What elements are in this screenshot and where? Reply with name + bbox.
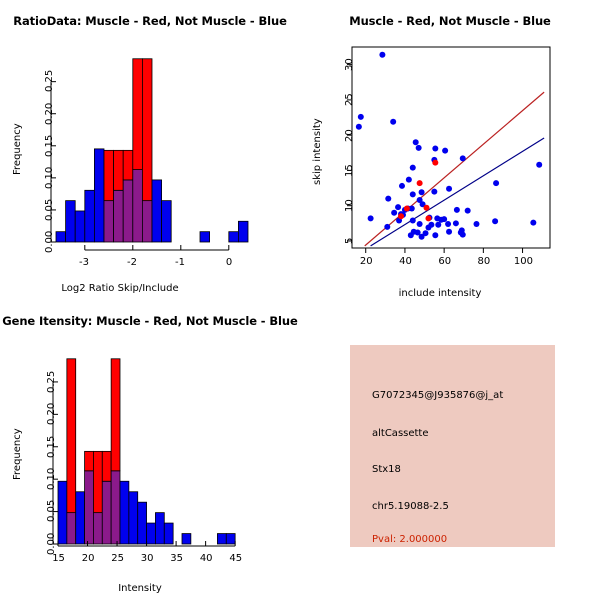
ratio-histogram-bars [55, 58, 249, 243]
tick-label: 0.20 [44, 102, 55, 125]
info-box [350, 345, 555, 547]
info-probe-id: G7072345@J935876@j_at [372, 390, 504, 401]
scatter-points [355, 51, 543, 240]
tick-label: -1 [175, 257, 185, 268]
ratio-histogram-axes [50, 81, 230, 251]
scatter-svg [347, 46, 551, 253]
ratio-histogram-title: RatioData: Muscle - Red, Not Muscle - Bl… [13, 14, 287, 28]
tick-label: 0.05 [44, 198, 55, 221]
tick-label: 0 [225, 257, 233, 268]
tick-label: 0.10 [46, 467, 57, 490]
tick-label: 40 [199, 553, 213, 564]
info-event-type: altCassette [372, 428, 429, 439]
tick-label: 0.10 [44, 166, 55, 189]
tick-label: 25 [344, 93, 355, 107]
tick-label: 0.25 [46, 370, 57, 393]
tick-label: 0.00 [46, 532, 57, 555]
tick-label: 0.25 [44, 70, 55, 93]
info-locus: chr5.19088-2.5 [372, 501, 449, 512]
scatter-frame [351, 46, 551, 249]
tick-label: 60 [438, 256, 452, 267]
scatter-xlabel: include intensity [398, 288, 482, 299]
gene-histogram-axes [52, 381, 236, 547]
gene-histogram-panel: Gene Itensity: Muscle - Red, Not Muscle … [0, 300, 300, 600]
gene-histogram-bars [57, 358, 236, 545]
scatter-ylabel: skip intensity [312, 118, 323, 185]
tick-label: 15 [344, 164, 355, 177]
ratio-histogram-xlabel: Log2 Ratio Skip/Include [61, 283, 179, 294]
tick-label: 25 [111, 553, 124, 564]
scatter-fit-lines [364, 91, 545, 247]
tick-label: 0.20 [46, 402, 57, 426]
tick-label: 20 [359, 256, 373, 267]
ratio-histogram-ylabel: Frequency [12, 123, 23, 175]
gene-histogram-ylabel: Frequency [12, 428, 23, 480]
ratio-histogram-panel: RatioData: Muscle - Red, Not Muscle - Bl… [0, 0, 300, 300]
scatter-title: Muscle - Red, Not Muscle - Blue [349, 14, 551, 28]
scatter-axes [347, 64, 524, 253]
tick-label: 0.00 [44, 230, 55, 253]
info-panel: G7072345@J935876@j_at altCassette Stx18 … [300, 300, 600, 600]
tick-label: -2 [127, 257, 137, 268]
tick-label: 20 [344, 128, 355, 142]
tick-label: 30 [140, 553, 154, 564]
tick-label: 15 [52, 553, 65, 564]
gene-histogram-xlabel: Intensity [118, 583, 162, 594]
tick-label: 80 [477, 256, 491, 267]
tick-label: 40 [399, 256, 412, 267]
tick-label: 30 [344, 58, 355, 72]
tick-label: 10 [344, 199, 355, 213]
tick-label: 45 [229, 553, 243, 564]
gene-histogram-title: Gene Itensity: Muscle - Red, Not Muscle … [2, 314, 298, 328]
gene-histogram-svg [52, 358, 236, 547]
info-pval: Pval: 2.000000 [372, 534, 448, 545]
ratio-histogram-svg [50, 58, 249, 251]
tick-label: 5 [344, 237, 355, 245]
tick-label: 0.05 [46, 500, 57, 523]
tick-label: 100 [513, 256, 533, 267]
scatter-panel: Muscle - Red, Not Muscle - Blue skip int… [300, 0, 600, 300]
tick-label: -3 [79, 257, 89, 268]
tick-label: 35 [170, 553, 184, 564]
tick-label: 20 [81, 553, 95, 564]
info-gene-symbol: Stx18 [372, 464, 401, 475]
tick-label: 0.15 [46, 435, 57, 458]
tick-label: 0.15 [44, 134, 55, 157]
